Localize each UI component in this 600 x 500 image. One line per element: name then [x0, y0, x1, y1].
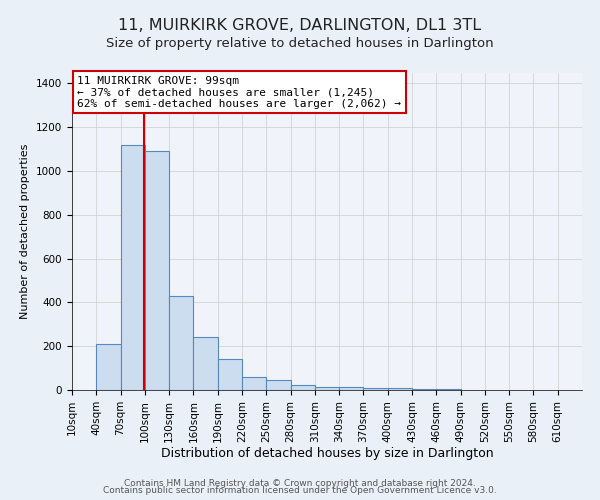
Text: 11 MUIRKIRK GROVE: 99sqm
← 37% of detached houses are smaller (1,245)
62% of sem: 11 MUIRKIRK GROVE: 99sqm ← 37% of detach… [77, 76, 401, 109]
Bar [339, 386, 364, 390]
X-axis label: Distribution of detached houses by size in Darlington: Distribution of detached houses by size … [161, 448, 493, 460]
Bar [388, 388, 412, 390]
Bar [193, 338, 218, 390]
Bar [121, 145, 145, 390]
Text: Contains HM Land Registry data © Crown copyright and database right 2024.: Contains HM Land Registry data © Crown c… [124, 478, 476, 488]
Y-axis label: Number of detached properties: Number of detached properties [20, 144, 31, 319]
Bar [169, 296, 193, 390]
Bar [96, 344, 121, 390]
Bar [436, 389, 461, 390]
Bar [145, 152, 169, 390]
Bar [218, 360, 242, 390]
Bar [364, 388, 388, 390]
Text: Contains public sector information licensed under the Open Government Licence v3: Contains public sector information licen… [103, 486, 497, 495]
Text: 11, MUIRKIRK GROVE, DARLINGTON, DL1 3TL: 11, MUIRKIRK GROVE, DARLINGTON, DL1 3TL [118, 18, 482, 32]
Bar [412, 389, 436, 390]
Text: Size of property relative to detached houses in Darlington: Size of property relative to detached ho… [106, 38, 494, 51]
Bar [290, 384, 315, 390]
Bar [242, 377, 266, 390]
Bar [266, 380, 290, 390]
Bar [315, 386, 339, 390]
